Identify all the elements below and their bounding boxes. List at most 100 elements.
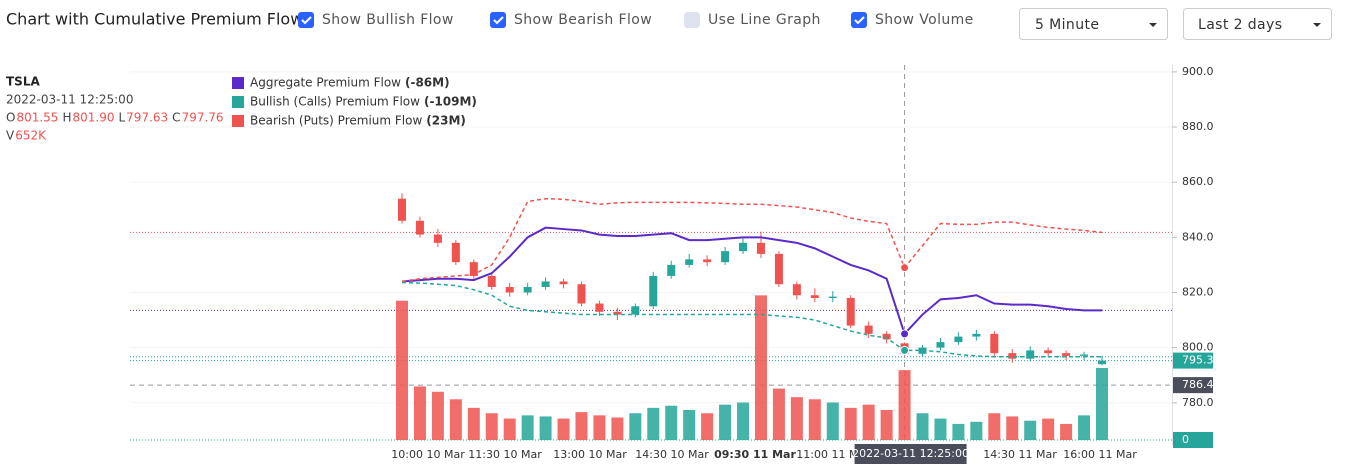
ohlc-key: L	[118, 111, 125, 125]
volume-bar	[1042, 418, 1055, 440]
candle-body	[882, 333, 891, 340]
candle-body	[846, 297, 855, 326]
volume-bar	[970, 421, 983, 440]
interval-dropdown[interactable]	[1019, 8, 1168, 40]
check-mark	[854, 16, 865, 25]
dropdown-arrow	[1313, 23, 1321, 27]
volume-bar	[1078, 415, 1091, 440]
volume-bar	[1060, 423, 1073, 440]
candle-body	[990, 333, 999, 354]
volume-bar	[1096, 368, 1108, 440]
candle-body	[631, 306, 640, 315]
volume-tick-label-box	[1173, 432, 1213, 448]
candle-body	[649, 275, 658, 307]
flow-line	[401, 281, 1102, 358]
time: 2022-03-11 12:25:00	[6, 93, 133, 107]
y-tick-label: 780.0	[1182, 396, 1214, 409]
volume-bar	[880, 410, 893, 440]
symbol: TSLA	[6, 75, 40, 89]
candle-body	[559, 281, 568, 285]
volume-bar	[665, 405, 678, 440]
candle-body	[451, 242, 460, 263]
volume-bar	[737, 402, 750, 440]
candle-body	[1044, 350, 1053, 354]
legend-total: (23M)	[426, 114, 466, 128]
volume-bar	[683, 410, 696, 440]
crosshair-dot	[900, 263, 910, 273]
candle-body	[792, 284, 801, 296]
volume-bar	[431, 391, 444, 440]
crosshair-time: 2022-03-11 12:25:00	[852, 447, 969, 460]
crosshair-dot	[900, 329, 910, 339]
candle-body	[487, 275, 496, 287]
ohlc-key: O	[6, 111, 15, 125]
candle-body	[703, 259, 712, 263]
candle-body	[595, 303, 604, 312]
volume-bar	[1006, 416, 1019, 440]
candle-body	[1098, 360, 1106, 365]
ohlc-key: H	[62, 111, 71, 125]
flow-lines	[401, 197, 1103, 358]
ohlc-value: 797.76	[182, 111, 224, 125]
checkbox-label: Show Bullish Flow	[322, 12, 454, 28]
y-tick-label: 900.0	[1182, 65, 1214, 78]
volume-value: 652K	[15, 129, 47, 143]
candle-body	[721, 251, 730, 263]
x-tick-label: 14:30 11 Mar	[983, 448, 1057, 461]
volume	[396, 295, 1108, 440]
controls: Show Bullish Flow Show Bearish Flow Use Li…	[298, 12, 974, 28]
candle-body	[810, 295, 819, 298]
y-tick-label: 800.0	[1182, 341, 1214, 354]
candle-body	[541, 281, 550, 287]
candle-body	[398, 198, 406, 221]
x-tick-label: 10:00 10 Mar	[391, 448, 465, 461]
candle-body	[1062, 353, 1071, 356]
legend-swatch	[232, 77, 244, 89]
y-tick-label: 880.0	[1182, 120, 1214, 133]
volume-bar	[808, 399, 821, 440]
candle-body	[739, 242, 748, 252]
ohlc-info: O 801.55 H 801.90 L 797.63 C 797.76 V 652K	[6, 111, 224, 143]
volume-bar	[503, 418, 516, 440]
candle-body	[972, 333, 981, 337]
volume-bar	[396, 300, 408, 440]
crosshair-dot	[900, 345, 910, 355]
candles	[398, 193, 1106, 366]
checkbox-label: Show Volume	[875, 12, 974, 28]
volume-bar	[719, 404, 732, 440]
flow-line	[401, 226, 1102, 336]
range-dropdown[interactable]	[1183, 8, 1332, 40]
x-tick-label: 09:30 11 Mar	[714, 448, 796, 461]
title: Chart with Cumulative Premium Flow	[6, 10, 303, 29]
candle-body	[1026, 350, 1035, 359]
candle-body	[936, 342, 945, 348]
checkbox[interactable]	[490, 12, 506, 28]
volume-bar	[521, 415, 534, 440]
dropdown-arrow	[1149, 23, 1157, 27]
y-tick-label: 860.0	[1182, 175, 1214, 188]
checkbox[interactable]	[851, 12, 867, 28]
ohlc-key: C	[172, 111, 180, 125]
x-tick-label: 11:00 11 Mar	[796, 448, 870, 461]
legend-name: Bullish (Calls) Premium Flow	[250, 95, 420, 109]
volume-bar	[844, 407, 857, 440]
candle-body	[774, 253, 783, 285]
volume-tick-label: 0	[1182, 433, 1189, 446]
volume-bar	[1024, 420, 1037, 440]
legend-total: (-109M)	[424, 95, 477, 109]
legend-name: Aggregate Premium Flow	[250, 76, 401, 90]
checkbox-label: Use Line Graph	[708, 12, 821, 28]
checkbox[interactable]	[298, 12, 314, 28]
last-price-label: 795.3	[1182, 354, 1214, 367]
candle-body	[523, 286, 532, 293]
legend-name: Bearish (Puts) Premium Flow	[250, 114, 422, 128]
candle-body	[577, 284, 586, 304]
volume-bar	[629, 413, 642, 440]
volume-bar	[485, 413, 498, 440]
candle-body	[756, 242, 765, 254]
checkbox-label: Show Bearish Flow	[514, 12, 652, 28]
checkbox[interactable]	[684, 12, 700, 28]
volume-bar	[467, 407, 480, 440]
crosshair-price-label: 786.4	[1182, 378, 1214, 391]
